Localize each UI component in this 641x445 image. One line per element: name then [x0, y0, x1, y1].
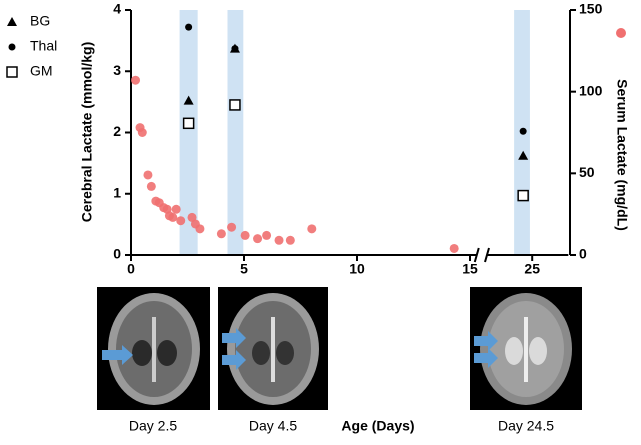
legend-label: Thal — [30, 38, 57, 54]
y-tick-label: 1 — [113, 184, 121, 200]
highlight-band — [179, 10, 198, 255]
data-point — [519, 127, 527, 135]
data-point — [143, 170, 153, 180]
data-point — [240, 230, 250, 240]
highlight-band — [227, 10, 244, 255]
data-point — [227, 222, 237, 232]
image-caption: Day 2.5 — [129, 418, 177, 434]
y2-tick-label: 50 — [579, 164, 595, 180]
y2-tick-label: 150 — [579, 1, 603, 17]
data-point — [517, 189, 529, 202]
image-caption: Day 4.5 — [249, 418, 297, 434]
data-point — [449, 243, 459, 253]
data-point — [216, 229, 226, 239]
y-axis-label: Cerebral Lactate (mmol/kg) — [79, 42, 95, 223]
legend-label: BG — [30, 13, 50, 29]
y2-tick-label: 0 — [579, 246, 587, 262]
data-point — [274, 235, 284, 245]
data-point — [131, 75, 141, 85]
data-point — [185, 23, 193, 31]
data-point — [285, 235, 295, 245]
data-point — [307, 224, 317, 234]
legend-marker — [8, 43, 16, 51]
x-tick-label: 25 — [524, 261, 540, 277]
data-point — [168, 212, 178, 222]
y-tick-label: 0 — [113, 246, 121, 262]
legend-label: GM — [30, 63, 53, 79]
data-point — [231, 45, 239, 53]
data-point — [195, 224, 205, 234]
data-point — [171, 204, 181, 214]
data-point — [262, 230, 272, 240]
data-point — [518, 150, 529, 160]
y-tick-label: 4 — [113, 1, 121, 17]
y-tick-label: 3 — [113, 62, 121, 78]
data-point — [183, 95, 194, 105]
y2-legend-dot — [616, 28, 626, 38]
image-caption: Day 24.5 — [498, 418, 554, 434]
y2-axis-label: Serum Lactate (mg/dL) — [614, 79, 630, 231]
axis-break — [473, 247, 480, 263]
data-point — [253, 234, 263, 244]
legend-marker — [6, 66, 18, 78]
x-tick-label: 5 — [240, 261, 248, 277]
data-point — [176, 216, 186, 226]
axis-break — [484, 247, 490, 263]
data-point — [146, 181, 156, 191]
legend-marker — [7, 17, 17, 26]
data-point — [137, 128, 147, 137]
x-tick-label: 15 — [462, 261, 478, 277]
data-point — [229, 99, 241, 111]
mri-images — [97, 287, 582, 410]
x-axis-label: Age (Days) — [341, 418, 414, 434]
mri-image — [218, 287, 328, 410]
mri-image — [470, 287, 582, 410]
data-point — [182, 117, 195, 130]
y-tick-label: 2 — [113, 123, 121, 139]
mri-image — [97, 287, 210, 410]
x-tick-label: 0 — [127, 261, 135, 277]
x-tick-label: 10 — [349, 261, 365, 277]
y2-tick-label: 100 — [579, 82, 603, 98]
